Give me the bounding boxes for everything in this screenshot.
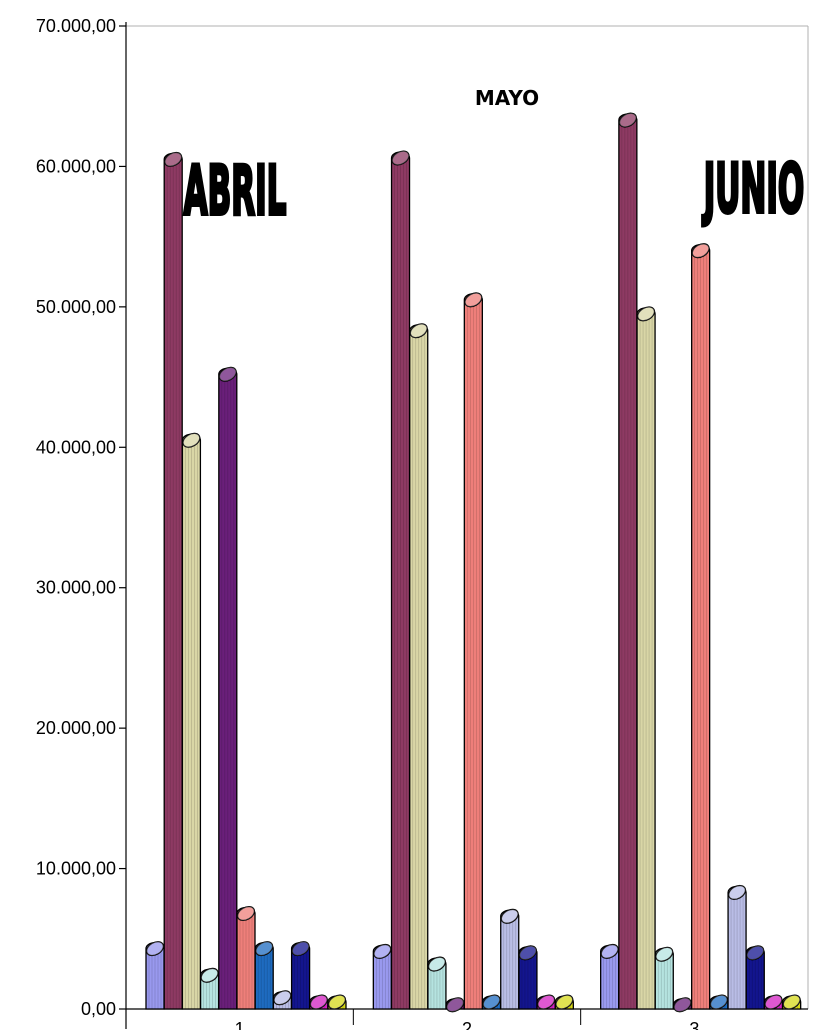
bar — [636, 306, 656, 1010]
bar — [618, 112, 638, 1010]
bar — [500, 908, 520, 1010]
y-tick-label: 60.000,00 — [36, 156, 116, 176]
y-tick-label: 0,00 — [81, 999, 116, 1019]
x-tick-label: 2 — [462, 1019, 472, 1030]
y-tick-label: 40.000,00 — [36, 437, 116, 457]
bar — [427, 956, 447, 1010]
bar — [782, 994, 802, 1010]
bar — [709, 994, 729, 1010]
bar — [254, 941, 274, 1010]
y-tick-label: 20.000,00 — [36, 718, 116, 738]
bar — [654, 946, 674, 1010]
y-tick-label: 30.000,00 — [36, 578, 116, 598]
x-tick-label: 3 — [689, 1019, 699, 1030]
bar — [727, 884, 747, 1010]
y-axis: 0,00 10.000,00 20.000,00 30.000,00 40.000,00… — [36, 16, 127, 1029]
y-tick-label: 10.000,00 — [36, 859, 116, 879]
bar — [518, 945, 538, 1010]
bar — [409, 323, 429, 1010]
bar — [745, 945, 765, 1010]
bar — [390, 150, 411, 1010]
annotations: ABRIL MAYO JUNIO — [182, 86, 805, 232]
bar — [445, 997, 465, 1013]
bar — [236, 905, 256, 1010]
bar — [691, 243, 711, 1010]
bar — [463, 292, 483, 1010]
x-tick-label: 1 — [235, 1019, 245, 1030]
annotation-junio: JUNIO — [702, 150, 804, 228]
bar — [536, 994, 556, 1010]
y-tick-label: 50.000,00 — [36, 297, 116, 317]
bar — [372, 943, 392, 1010]
bar — [554, 994, 574, 1010]
annotation-abril: ABRIL — [184, 152, 287, 230]
bars — [145, 112, 802, 1013]
bar — [199, 967, 220, 1010]
annotation-mayo: MAYO — [475, 86, 539, 110]
y-tick-label: 70.000,00 — [36, 16, 116, 36]
bar — [163, 151, 183, 1010]
bar — [672, 997, 693, 1013]
bar — [309, 994, 329, 1010]
bar — [181, 432, 202, 1010]
bar — [290, 941, 311, 1010]
bar — [481, 994, 502, 1010]
x-axis: 1 2 3 — [126, 1008, 808, 1030]
bar — [763, 994, 784, 1010]
bar — [327, 994, 347, 1010]
bar — [218, 366, 238, 1010]
bar — [600, 943, 620, 1010]
bar — [145, 941, 165, 1010]
plot-frame — [126, 25, 809, 1009]
bar — [272, 990, 293, 1010]
